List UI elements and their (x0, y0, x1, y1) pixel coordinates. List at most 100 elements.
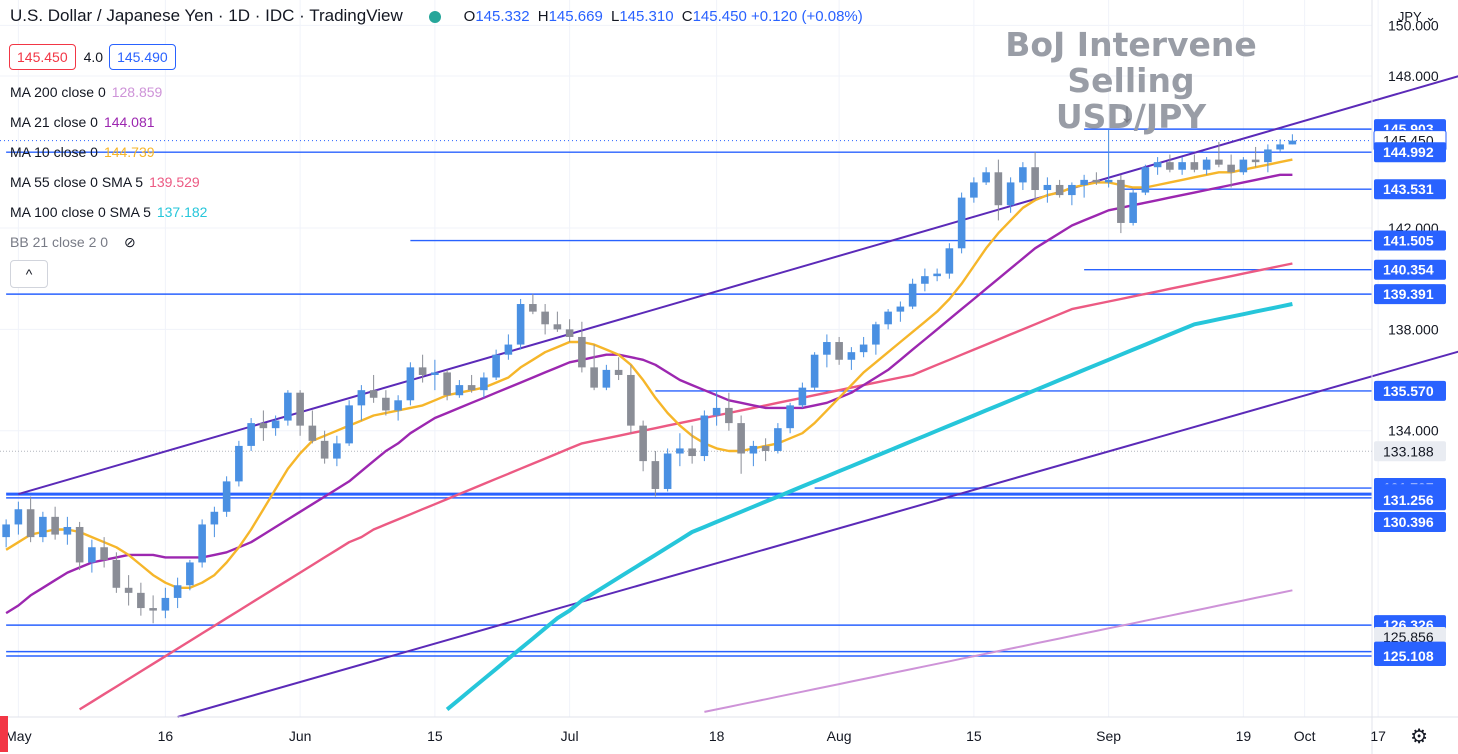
price-label-text: 140.354 (1383, 262, 1434, 278)
candle-body (124, 587, 133, 593)
indicator-label: MA 10 close 0 (10, 144, 98, 160)
candle (859, 336, 868, 358)
chevron-down-icon: ⌄ (1425, 9, 1436, 24)
candle (75, 521, 84, 571)
candle (222, 476, 231, 517)
candle (896, 301, 905, 322)
candle-body (137, 592, 145, 609)
candle-body (1215, 159, 1223, 165)
candle-body (1288, 140, 1297, 145)
candle-body (333, 443, 341, 459)
candle-body (51, 516, 59, 535)
candle-body (235, 445, 243, 482)
indicator-row[interactable]: MA 100 close 0 SMA 5 137.182 (10, 204, 207, 220)
buy-price-button[interactable]: 145.490 (109, 44, 176, 70)
candle (1202, 157, 1211, 175)
candle-body (443, 372, 451, 396)
candle-body (908, 283, 917, 307)
candle-body (75, 526, 84, 563)
indicator-row[interactable]: MA 10 close 0 144.739 (10, 144, 155, 160)
candle-body (1251, 159, 1260, 163)
candle (774, 423, 782, 454)
candle-body (480, 377, 488, 391)
candle (259, 410, 268, 441)
candle (1178, 157, 1186, 175)
annotation-arrow-icon: ↓ (1120, 97, 1134, 128)
candle (982, 167, 990, 185)
price-label-pill (1374, 179, 1446, 200)
time-tick-label: Sep (1096, 728, 1121, 744)
time-tick-label: May (5, 728, 31, 744)
candle (235, 440, 243, 487)
candle-body (1104, 179, 1113, 183)
candle-body (14, 509, 23, 525)
indicator-row[interactable]: BB 21 close 2 0 ⊘ (10, 234, 136, 251)
indicator-row[interactable]: MA 21 close 0 144.081 (10, 114, 155, 130)
candle (149, 595, 157, 624)
candle-body (761, 445, 770, 451)
indicator-row[interactable]: MA 200 close 0 128.859 (10, 84, 162, 100)
annotation-line-2: Selling USD/JPY (1055, 61, 1207, 136)
candle (1215, 141, 1223, 168)
candle (186, 559, 194, 591)
candle-body (467, 385, 476, 391)
candle (1166, 154, 1174, 173)
indicator-value: 128.859 (111, 84, 163, 100)
candle (112, 552, 121, 593)
candle (210, 506, 219, 538)
currency-selector[interactable]: JPY ⌄ (1398, 9, 1436, 25)
symbol-title[interactable]: U.S. Dollar / Japanese Yen · 1D · IDC · … (10, 6, 403, 25)
candle-body (1068, 184, 1076, 196)
candle-body (1019, 167, 1027, 183)
candle-body (884, 311, 892, 325)
open-value: 145.332 (475, 8, 530, 25)
candle (945, 243, 954, 279)
price-axis[interactable]: 150.000148.000142.000138.000134.000145.9… (1373, 17, 1447, 666)
price-tick-label: 134.000 (1388, 423, 1439, 439)
gear-icon[interactable]: ⚙ (1410, 726, 1428, 748)
candle-body (222, 481, 231, 512)
candle-body (2, 524, 10, 538)
candle-body (614, 369, 623, 375)
collapse-legend-button[interactable]: ^ (10, 260, 48, 288)
candle-body (676, 448, 684, 454)
price-label-pill (1374, 230, 1446, 251)
candle-body (369, 390, 378, 398)
indicator-row[interactable]: MA 55 close 0 SMA 5 139.529 (10, 174, 200, 190)
time-axis[interactable]: May 16 Jun 15 Jul 18 Aug 15 Sep 19 Oct 17 (5, 728, 1386, 744)
market-status-icon (429, 10, 442, 23)
candle-body (749, 445, 758, 454)
candle (1006, 177, 1015, 213)
candle-body (651, 461, 660, 489)
candle-body (284, 392, 292, 421)
indicator-label: MA 100 close 0 SMA 5 (10, 204, 151, 220)
candle-body (308, 425, 317, 441)
candle (761, 438, 770, 462)
candle-body (1080, 179, 1088, 185)
price-label-pill (1374, 380, 1446, 401)
candle-body (63, 526, 72, 535)
hidden-eye-icon[interactable]: ⊘ (120, 234, 136, 250)
price-label-text: 125.856 (1383, 629, 1434, 645)
candle-body (872, 324, 880, 345)
candle-body (1006, 182, 1015, 206)
close-label: C (681, 8, 693, 25)
candle (651, 450, 660, 497)
candle (369, 374, 378, 403)
candle (786, 402, 794, 434)
candle (320, 430, 329, 464)
time-tick-label: 18 (709, 728, 725, 744)
candle-body (1178, 162, 1186, 170)
indicator-label: BB 21 close 2 0 (10, 234, 109, 250)
candle (1288, 134, 1297, 145)
candle-body (1129, 192, 1137, 223)
sell-price-button[interactable]: 145.450 (9, 44, 76, 70)
candle (614, 357, 623, 381)
time-tick-label: 19 (1236, 728, 1252, 744)
bid-ask-row: 145.450 4.0 145.490 (9, 44, 176, 70)
candle-body (455, 385, 464, 396)
candle (908, 278, 917, 310)
candle-body (406, 367, 415, 401)
candle (26, 496, 35, 543)
